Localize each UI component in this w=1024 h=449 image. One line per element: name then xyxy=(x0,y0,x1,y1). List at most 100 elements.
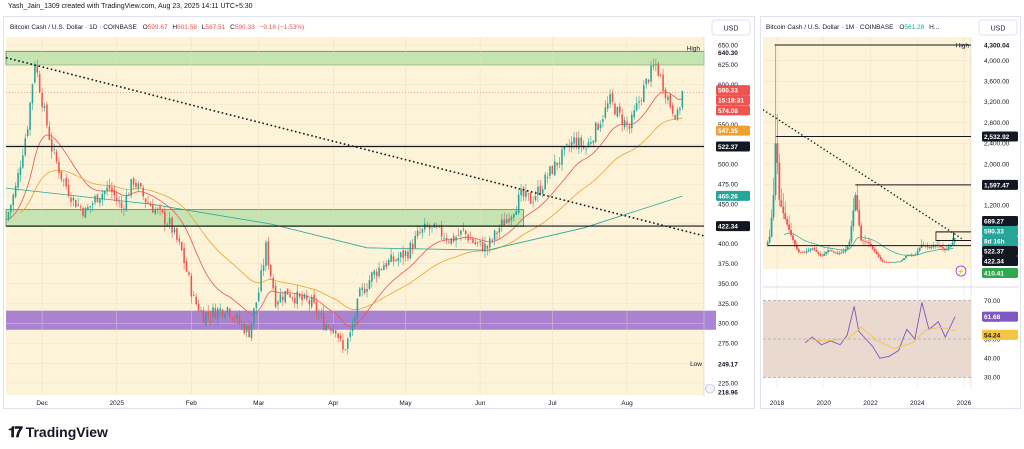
candle-body xyxy=(380,269,383,270)
candle-body xyxy=(233,317,236,320)
monthly-currency-button[interactable] xyxy=(978,19,1018,36)
candle-body xyxy=(616,107,619,117)
candle-body xyxy=(142,187,144,197)
monthly-candle-body xyxy=(868,242,870,244)
daily-ohlc-c: 590.33 xyxy=(235,24,255,31)
monthly-candle-body xyxy=(797,249,800,253)
high-value: 640.30 xyxy=(718,50,738,57)
y-tick-label: 400.00 xyxy=(718,241,738,248)
monthly-candle-body xyxy=(926,246,929,248)
monthly-level-422-tag-bg xyxy=(982,256,1018,266)
candle-body xyxy=(662,74,664,91)
candle-body xyxy=(392,256,395,262)
candle-body xyxy=(313,294,315,303)
daily-chart-panel[interactable]: 225.00250.00275.00300.00325.00350.00375.… xyxy=(3,16,755,409)
monthly-candle-body xyxy=(854,195,857,211)
monthly-candle-body xyxy=(887,262,890,263)
monthly-candle-body xyxy=(906,255,909,256)
candle-body xyxy=(517,194,520,214)
monthly-candle-body xyxy=(813,248,816,251)
candle-body xyxy=(173,228,176,233)
monthly-candle-body xyxy=(846,245,849,250)
currency-button[interactable] xyxy=(711,19,751,36)
candle-body xyxy=(529,192,532,204)
candle-body xyxy=(445,238,448,241)
candle-body xyxy=(289,294,291,298)
y-tick-label: 300.00 xyxy=(718,321,738,328)
candle-body xyxy=(255,302,258,309)
candle-body xyxy=(60,171,63,180)
monthly-candle-body xyxy=(799,252,802,253)
monthly-candle-body xyxy=(856,195,859,211)
candle-body xyxy=(267,241,270,266)
x-tick-label: Dec xyxy=(36,400,48,407)
monthly-candle-body xyxy=(774,143,777,196)
monthly-candle-body xyxy=(885,261,888,263)
candle-body xyxy=(532,201,534,203)
bottom-value-bg xyxy=(716,386,750,397)
candle-body xyxy=(496,232,498,235)
monthly-ma-line xyxy=(783,232,954,256)
candle-body xyxy=(224,314,226,318)
ma-fast-line xyxy=(5,91,683,328)
candle-body xyxy=(669,94,672,108)
candle-body xyxy=(260,270,262,292)
candle-body xyxy=(339,335,342,339)
candle-body xyxy=(291,297,294,299)
monthly-x-tick-label: 2024 xyxy=(910,400,925,407)
y-tick-label: 550.00 xyxy=(718,122,738,129)
candle-body xyxy=(558,162,561,165)
tradingview-logo[interactable]: 𝟏𝟕 TradingView xyxy=(8,422,108,442)
candle-body xyxy=(522,187,525,197)
monthly-candle-body xyxy=(864,241,866,242)
rsi-y-tick-label: 40.00 xyxy=(984,356,1001,363)
tradingview-logo-text: TradingView xyxy=(25,424,108,440)
candle-body xyxy=(575,137,578,148)
monthly-x-tick-label: 2026 xyxy=(957,400,972,407)
candle-body xyxy=(409,242,412,259)
header-caption: Yash_Jain_1309 created with TradingView.… xyxy=(8,3,253,10)
candle-body xyxy=(31,84,34,104)
monthly-bolt-icon[interactable] xyxy=(955,265,967,277)
candle-body xyxy=(390,254,392,262)
candle-body xyxy=(82,208,84,216)
candle-body xyxy=(481,241,484,252)
candle-body xyxy=(10,204,12,213)
daily-ohlc-c-label: C xyxy=(230,24,235,31)
monthly-candle-body xyxy=(776,143,779,163)
high-marker-label: High xyxy=(687,46,701,53)
candle-body xyxy=(505,218,508,224)
monthly-last-price-tag: 590.33 xyxy=(984,229,1004,236)
level-522-tag: 522.37 xyxy=(718,144,738,151)
candle-body xyxy=(681,91,684,108)
candle-body xyxy=(207,312,209,315)
monthly-x-tick-label: 2020 xyxy=(817,400,832,407)
flag-icon[interactable] xyxy=(705,383,715,394)
candle-body xyxy=(450,238,453,244)
candle-body xyxy=(87,207,89,210)
candle-body xyxy=(192,295,195,296)
candle-body xyxy=(361,287,364,290)
candle-body xyxy=(286,288,289,295)
monthly-candle-body xyxy=(932,246,935,248)
monthly-candle-body xyxy=(811,248,814,249)
candle-body xyxy=(539,185,542,195)
candle-body xyxy=(346,338,349,349)
candle-body xyxy=(659,74,662,76)
candle-body xyxy=(368,280,371,289)
monthly-candle-body xyxy=(903,258,905,261)
candle-body xyxy=(541,189,544,194)
monthly-ohlc-o: 561.28 xyxy=(904,24,924,31)
candle-body xyxy=(573,137,575,144)
candle-body xyxy=(284,290,286,303)
candle-body xyxy=(671,105,674,114)
monthly-level-522-tag-bg xyxy=(982,246,1018,256)
monthly-candle-body xyxy=(947,246,950,249)
candle-body xyxy=(99,199,101,204)
daily-chart-svg[interactable]: 225.00250.00275.00300.00325.00350.00375.… xyxy=(4,17,754,408)
candle-body xyxy=(296,291,299,305)
candle-body xyxy=(161,209,164,213)
monthly-candle-body xyxy=(877,254,880,257)
